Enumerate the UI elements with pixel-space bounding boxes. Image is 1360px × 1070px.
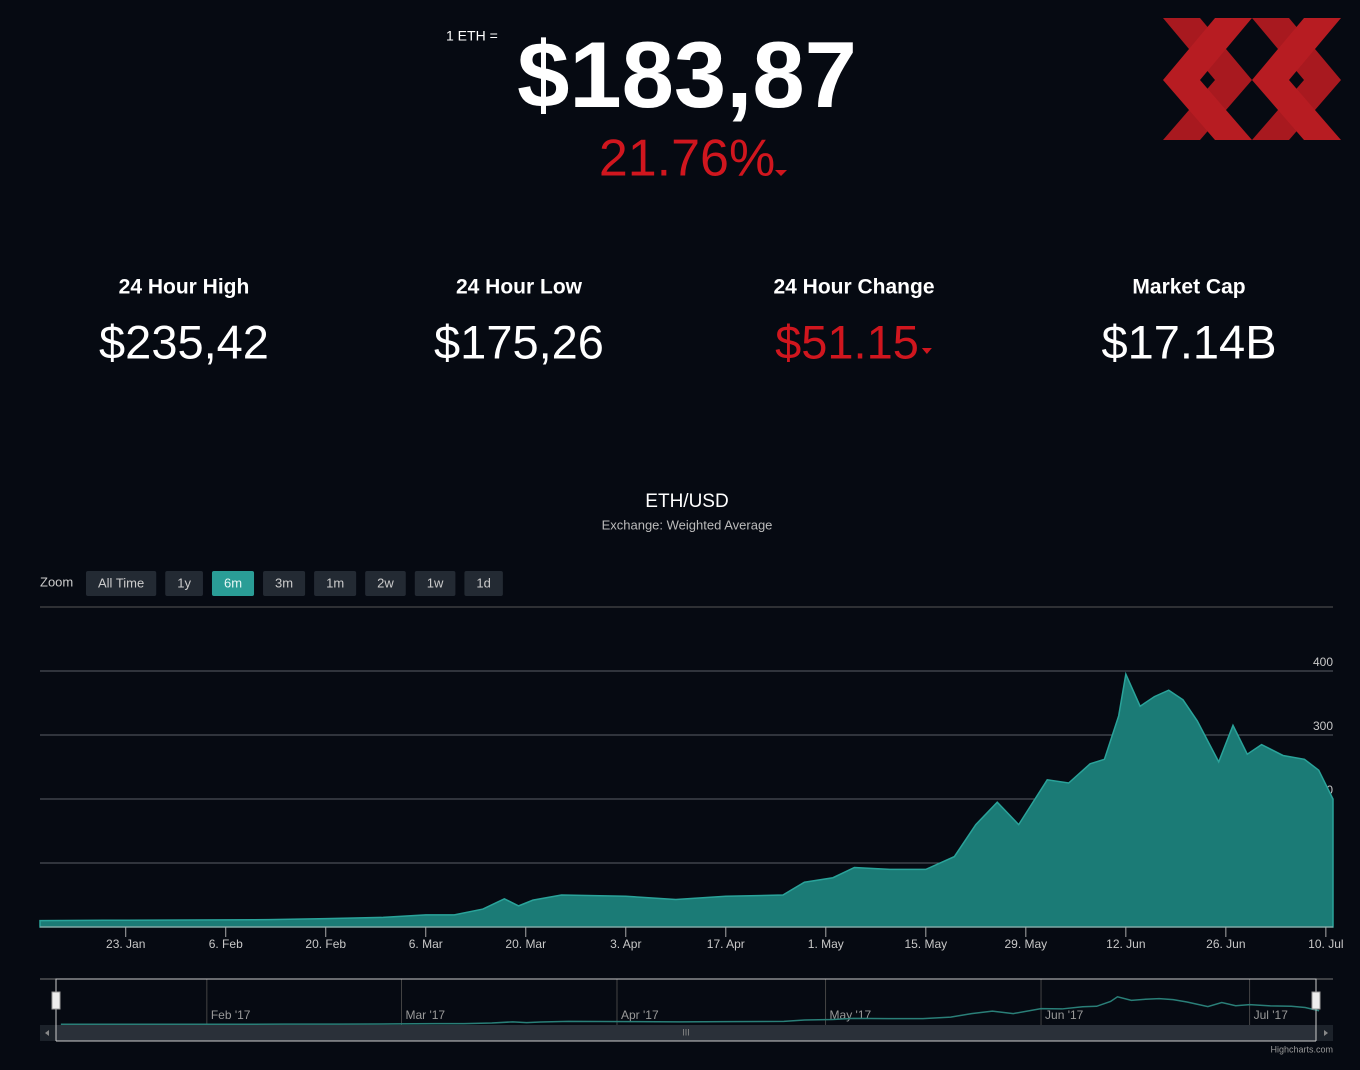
x-tick-label: 29. May — [1004, 937, 1047, 951]
zoom-buttons: All Time 1y 6m 3m 1m 2w 1w 1d — [86, 571, 503, 596]
navigator-handle[interactable] — [1311, 991, 1321, 1010]
scrollbar-thumb[interactable] — [56, 1025, 1316, 1041]
x-tick-label: 6. Mar — [409, 937, 443, 951]
navigator-line — [60, 995, 1320, 1026]
y-tick-label: 400 — [1313, 655, 1333, 669]
stat-value: $17.14B — [1101, 315, 1276, 368]
zoom-button[interactable] — [414, 571, 456, 596]
down-arrow — [921, 348, 932, 354]
stat-label: 24 Hour Low — [456, 276, 583, 299]
zoom-button-label: 3m — [275, 575, 293, 590]
zoom-button-label: 2w — [377, 575, 394, 590]
stat-value: $51.15 — [775, 315, 919, 368]
navigator-outline — [55, 1025, 1317, 1042]
navigator: III Feb '17 Mar '17 Apr '17 May '17 Jun '17 J… — [40, 978, 1333, 1042]
zoom-button[interactable] — [314, 571, 357, 596]
zoom-button-label: 6m — [224, 575, 242, 590]
zoom-button[interactable] — [165, 571, 203, 596]
chart-title: ETH/USD — [645, 491, 728, 512]
x-tick-label: 23. Jan — [106, 937, 145, 951]
zoom-label: Zoom — [40, 574, 73, 589]
stat-label: Market Cap — [1132, 276, 1245, 299]
scroll-left[interactable] — [45, 1030, 49, 1036]
x-tick-label: 10. Jul — [1308, 937, 1343, 951]
price: $183,87 — [517, 22, 857, 127]
navigator-label: May '17 — [830, 1008, 872, 1022]
x-tick-label: 20. Feb — [305, 937, 346, 951]
stat-value: $235,42 — [99, 315, 269, 368]
zoom-button-label: All Time — [98, 575, 144, 590]
x-tick-label: 26. Jun — [1206, 937, 1245, 951]
x-tick-label: 20. Mar — [505, 937, 546, 951]
x-tick-label: 3. Apr — [610, 937, 641, 951]
y-tick-label: 300 — [1313, 719, 1333, 733]
price-area — [39, 671, 1334, 928]
navigator-label: Mar '17 — [405, 1008, 445, 1022]
zoom-button-label: 1d — [476, 575, 490, 590]
zoom-button[interactable] — [365, 571, 406, 596]
zoom-button[interactable] — [464, 571, 503, 596]
zoom-button[interactable] — [263, 571, 306, 596]
zoom-button-label: 1w — [427, 575, 444, 590]
price-change: 21.76% — [599, 130, 775, 188]
scroll-right[interactable] — [1324, 1030, 1328, 1036]
chart-subtitle: Exchange: Weighted Average — [602, 517, 773, 532]
zoom-button[interactable] — [86, 571, 157, 596]
x-tick-label: 1. May — [808, 937, 844, 951]
navigator-label: Jul '17 — [1254, 1008, 1289, 1022]
credit: Highcharts.com — [1270, 1044, 1333, 1054]
navigator-handle[interactable] — [51, 991, 61, 1010]
zoom-button-label: 1y — [177, 575, 191, 590]
price-prefix: 1 ETH = — [446, 28, 498, 44]
navigator-label: Jun '17 — [1045, 1008, 1084, 1022]
scrollbar-grip: III — [682, 1027, 690, 1037]
x-tick-label: 15. May — [904, 937, 947, 951]
navigator-label: Apr '17 — [621, 1008, 659, 1022]
navigator-label: Feb '17 — [211, 1008, 251, 1022]
down-arrow — [775, 170, 787, 176]
x-tick-label: 12. Jun — [1106, 937, 1145, 951]
stat-label: 24 Hour Change — [773, 276, 934, 299]
logo-x — [1163, 18, 1252, 140]
stat-value: $175,26 — [434, 315, 604, 368]
x-tick-label: 6. Feb — [209, 937, 243, 951]
stat-label: 24 Hour High — [119, 276, 250, 299]
logo-x — [1252, 18, 1341, 140]
zoom-button[interactable] — [211, 571, 255, 596]
stats: 24 Hour High $235,42 24 Hour Low $175,26 24 … — [99, 276, 1277, 369]
x-tick-label: 17. Apr — [707, 937, 745, 951]
logo — [1163, 18, 1341, 140]
zoom-button-label: 1m — [326, 575, 344, 590]
